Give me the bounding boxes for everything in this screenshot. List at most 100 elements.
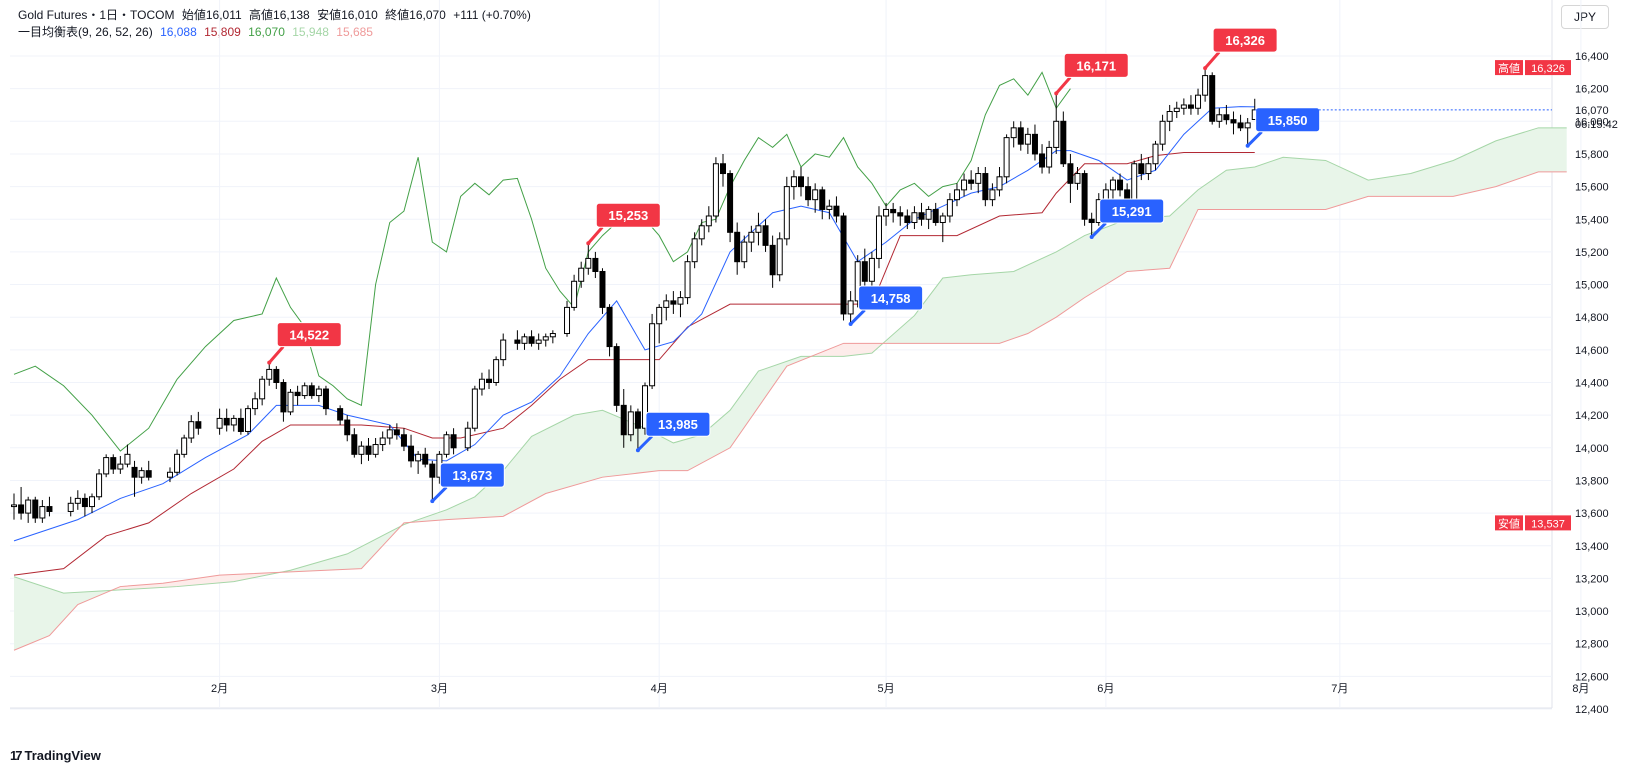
candle-body-up: [868, 257, 875, 282]
candle: [677, 291, 684, 318]
candle: [790, 170, 797, 200]
candle: [975, 167, 982, 194]
indicator-legend[interactable]: 一目均衡表(9, 26, 52, 26) 16,088 15,809 16,07…: [18, 23, 377, 40]
callout-box: [1212, 27, 1278, 53]
tradingview-logo[interactable]: 17 TradingView: [10, 748, 101, 763]
candle-body-up: [571, 280, 578, 308]
tradingview-logo-icon: 17: [10, 748, 23, 763]
candle-body-up: [705, 215, 712, 227]
callout-pointer: [1203, 51, 1221, 70]
candle-body-up: [287, 391, 294, 413]
candle-body-down: [762, 225, 769, 246]
candle: [294, 385, 301, 406]
candle-body-up: [1166, 111, 1173, 122]
candle-body-up: [379, 437, 386, 446]
indicator-value-senkou-b: 15,685: [336, 25, 373, 39]
callout-label: 16,326: [1225, 33, 1265, 48]
candle-body-up: [124, 453, 131, 465]
candle: [946, 193, 953, 223]
candle-body-up: [25, 499, 32, 514]
candle: [195, 411, 202, 435]
candle: [925, 206, 932, 230]
candle-body-up: [244, 408, 251, 432]
high-callout: 16,326: [1203, 27, 1278, 71]
candle-body-down: [968, 179, 975, 184]
candle: [727, 170, 734, 243]
callout-pointer: [587, 226, 604, 245]
candle-body-up: [1202, 75, 1209, 96]
candle-body-down: [769, 244, 776, 276]
candle: [1195, 88, 1202, 115]
low-price-tag-value: 13,537: [1531, 518, 1565, 530]
candle: [500, 333, 507, 367]
candle: [805, 176, 812, 207]
candle-body-up: [166, 471, 173, 478]
high-callout: 16,171: [1054, 52, 1129, 96]
candle: [549, 330, 556, 344]
currency-button[interactable]: JPY: [1561, 5, 1609, 29]
candle-body-up: [252, 398, 259, 410]
candle-body-up: [1145, 163, 1152, 175]
candle: [96, 469, 103, 501]
candle: [840, 212, 847, 321]
callout-box: [276, 322, 342, 348]
candle-body-up: [74, 497, 81, 504]
high-price-tag-label-bg: [1495, 60, 1523, 76]
candle: [351, 428, 358, 458]
candle-body-down: [1067, 163, 1074, 184]
high-value: 16,138: [273, 8, 310, 22]
brand-name: TradingView: [24, 748, 101, 763]
candle: [769, 235, 776, 288]
candle-body-down: [322, 388, 329, 410]
candle: [315, 385, 322, 403]
indicator-value-tenkan: 16,088: [160, 25, 197, 39]
indicator-value-chikou: 16,070: [248, 25, 285, 39]
callout-anchor: [848, 322, 853, 327]
candle-body-down: [1039, 153, 1046, 168]
candle: [1209, 72, 1216, 125]
callout-label: 15,291: [1112, 204, 1152, 219]
callout-pointer: [1055, 76, 1072, 95]
candle-body-down: [351, 434, 358, 455]
y-tick-label: 15,400: [1575, 214, 1609, 226]
candle: [478, 372, 485, 396]
x-tick-label: 7月: [1331, 683, 1348, 695]
senkou-span-b-line: [13, 171, 1567, 651]
candle-body-down: [308, 385, 315, 397]
candle: [1216, 108, 1223, 128]
candle-body-down: [890, 208, 897, 214]
callout-box: [1063, 52, 1129, 78]
candle: [372, 438, 379, 458]
candle-body-down: [606, 306, 613, 348]
candle-body-up: [812, 189, 819, 201]
candle-body-down: [1237, 122, 1244, 129]
ichimoku-cloud: [14, 127, 1567, 651]
candle: [1081, 170, 1088, 226]
callout-label: 15,253: [608, 208, 648, 223]
candle: [663, 294, 670, 321]
candle-body-up: [975, 173, 982, 184]
candle-body-up: [542, 336, 549, 341]
candle-body-up: [564, 306, 571, 335]
candle: [642, 382, 649, 435]
candle: [1145, 157, 1152, 181]
candle: [244, 405, 251, 435]
low-callout: 15,291: [1089, 198, 1165, 240]
candle: [110, 454, 117, 474]
symbol-name[interactable]: Gold Futures: [18, 8, 88, 22]
candle-body-up: [67, 502, 74, 512]
candle: [585, 243, 592, 275]
candle: [32, 496, 39, 523]
candle: [1039, 144, 1046, 174]
candle-body-down: [1017, 127, 1024, 145]
callout-box: [645, 411, 711, 437]
candle: [620, 389, 627, 448]
candle-body-down: [1230, 119, 1237, 124]
candle: [46, 496, 53, 517]
candle: [1244, 118, 1251, 146]
candle: [1159, 114, 1166, 151]
candle: [252, 392, 259, 416]
candle-body-down: [110, 457, 117, 470]
candle-body-down: [904, 215, 911, 224]
